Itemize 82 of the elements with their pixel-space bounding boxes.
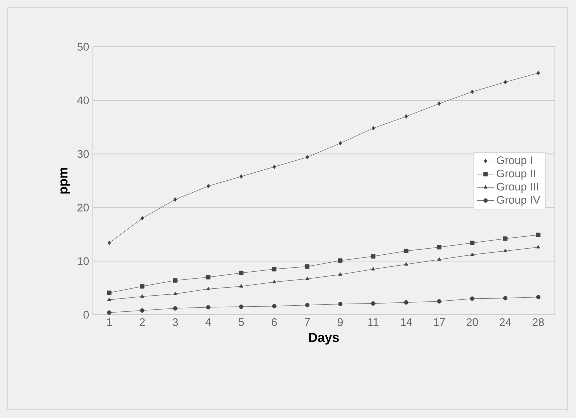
point: [438, 102, 442, 106]
y-tick-label: 0: [84, 311, 90, 319]
x-tick-label: 14: [401, 318, 412, 326]
point: [206, 275, 211, 280]
point: [272, 280, 276, 284]
point: [206, 184, 210, 189]
x-tick-label: 4: [206, 318, 212, 326]
legend-label: Group III: [497, 183, 538, 193]
point: [438, 258, 442, 261]
point: [470, 240, 475, 246]
legend-label: Group II: [497, 170, 536, 180]
point: [305, 264, 310, 269]
point: [206, 305, 211, 310]
point: [536, 71, 540, 76]
y-tick-label: 40: [77, 96, 90, 104]
point: [338, 258, 343, 264]
point: [107, 310, 112, 316]
point: [437, 245, 442, 250]
point: [108, 298, 112, 302]
point: [306, 155, 310, 160]
point: [240, 284, 244, 288]
point: [404, 262, 408, 266]
point: [504, 249, 508, 252]
point: [404, 249, 409, 254]
point: [272, 164, 276, 170]
y-tick-label: 30: [78, 150, 90, 158]
point: [108, 240, 112, 246]
x-tick-label: 5: [238, 318, 244, 326]
point: [536, 245, 540, 249]
point: [305, 303, 310, 308]
point: [371, 254, 376, 259]
point: [372, 126, 376, 131]
x-tick-label: 2: [140, 318, 146, 326]
y-axis-title: ppm: [60, 168, 70, 194]
point: [206, 287, 210, 290]
x-tick-label: 1: [107, 318, 112, 326]
point: [338, 141, 342, 146]
x-tick-label: 6: [272, 318, 278, 326]
point: [470, 252, 474, 256]
point: [272, 267, 277, 272]
legend-label: Group I: [497, 156, 532, 167]
point: [404, 300, 409, 305]
legend-label: Group IV: [497, 196, 540, 206]
point: [372, 267, 376, 271]
x-tick-label: 7: [305, 318, 310, 326]
point: [437, 299, 442, 304]
point: [536, 295, 541, 300]
point: [140, 308, 145, 313]
point: [173, 306, 178, 311]
point: [404, 114, 408, 119]
point: [338, 302, 343, 306]
point: [173, 278, 178, 283]
y-tick-label: 10: [78, 258, 90, 266]
point: [239, 304, 244, 310]
point: [503, 296, 508, 301]
point: [338, 272, 342, 276]
x-tick-label: 9: [338, 318, 344, 326]
point: [140, 284, 145, 289]
x-axis-title: Days: [309, 333, 339, 345]
x-tick-label: 3: [172, 318, 178, 326]
point: [503, 236, 508, 242]
x-tick-label: 11: [368, 318, 379, 326]
y-tick-label: 20: [78, 204, 90, 212]
point: [174, 292, 178, 296]
point: [470, 296, 475, 302]
point: [504, 80, 508, 85]
point: [140, 294, 144, 298]
point: [371, 302, 376, 306]
point: [306, 276, 310, 280]
point: [240, 174, 244, 179]
point: [239, 270, 244, 276]
x-tick-label: 20: [466, 318, 478, 326]
point: [470, 90, 474, 94]
x-tick-label: 24: [500, 318, 512, 326]
y-tick-label: 50: [78, 43, 90, 51]
point: [536, 232, 541, 238]
point: [174, 198, 178, 202]
point: [140, 216, 144, 221]
point: [107, 290, 112, 296]
x-tick-label: 17: [434, 318, 446, 326]
x-tick-label: 28: [532, 318, 544, 326]
point: [272, 304, 277, 309]
